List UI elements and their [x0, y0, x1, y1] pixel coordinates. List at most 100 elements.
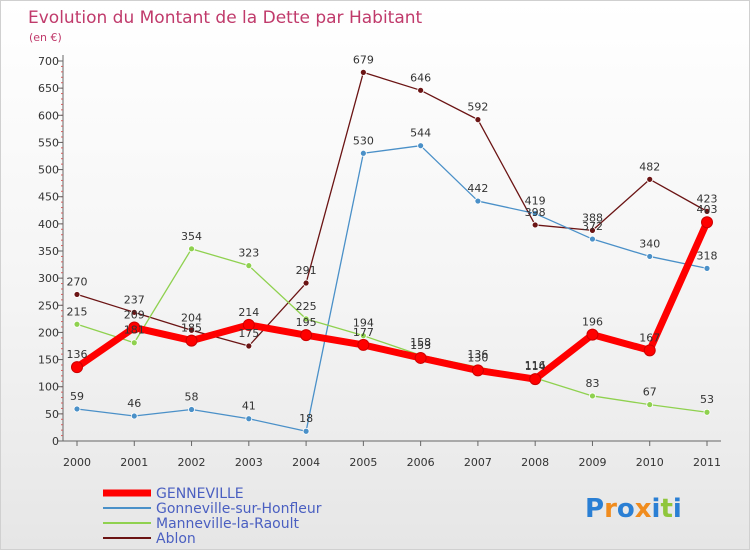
data-label-manneville-la-raoult: 53 — [700, 393, 714, 406]
data-point-manneville-la-raoult — [589, 392, 596, 400]
data-label-ablon: 270 — [67, 275, 88, 288]
data-point-ablon — [73, 291, 81, 298]
data-point-genneville — [71, 361, 83, 374]
data-label-manneville-la-raoult: 354 — [181, 230, 202, 243]
data-point-gonneville-sur-honfleur — [359, 149, 367, 157]
data-label-manneville-la-raoult: 136 — [467, 348, 488, 361]
data-label-genneville: 114 — [525, 360, 546, 373]
data-point-manneville-la-raoult — [646, 401, 654, 409]
x-tick-label: 2000 — [63, 456, 91, 469]
logo-letter: o — [617, 494, 635, 524]
data-label-manneville-la-raoult: 215 — [67, 305, 88, 318]
y-tick-label: 500 — [38, 164, 59, 177]
y-tick-label: 350 — [38, 245, 59, 258]
data-label-manneville-la-raoult: 116 — [525, 359, 546, 372]
y-tick-label: 450 — [38, 191, 59, 204]
data-label-ablon: 291 — [296, 264, 317, 277]
chart-title: Evolution du Montant de la Dette par Hab… — [28, 8, 423, 28]
logo-letter: t — [660, 494, 672, 524]
data-point-manneville-la-raoult — [302, 315, 310, 323]
data-label-ablon: 679 — [353, 53, 374, 66]
data-label-manneville-la-raoult: 181 — [124, 324, 145, 337]
data-point-ablon — [531, 221, 539, 229]
data-label-gonneville-sur-honfleur: 46 — [127, 397, 141, 410]
data-point-gonneville-sur-honfleur — [531, 210, 539, 217]
y-tick-label: 600 — [38, 109, 59, 122]
data-label-gonneville-sur-honfleur: 442 — [467, 182, 488, 195]
logo-letter: x — [635, 494, 652, 524]
series-layer — [71, 69, 713, 435]
y-tick-label: 400 — [38, 218, 59, 231]
data-point-ablon — [245, 342, 253, 350]
data-label-genneville: 177 — [353, 326, 374, 339]
data-label-genneville: 167 — [639, 331, 660, 344]
data-point-manneville-la-raoult — [73, 320, 81, 328]
chart-subtitle: (en €) — [29, 31, 62, 44]
data-point-ablon — [703, 207, 711, 215]
y-tick-label: 0 — [52, 435, 59, 448]
data-label-gonneville-sur-honfleur: 340 — [639, 237, 660, 250]
data-point-ablon — [417, 86, 425, 94]
legend-label-genneville: GENNEVILLE — [156, 486, 244, 502]
data-label-ablon: 482 — [639, 160, 660, 173]
y-tick-label: 200 — [38, 326, 59, 339]
data-point-manneville-la-raoult — [130, 339, 138, 347]
data-label-gonneville-sur-honfleur: 18 — [299, 412, 313, 425]
data-label-genneville: 195 — [296, 316, 317, 329]
data-point-ablon — [130, 308, 138, 316]
x-tick-label: 2001 — [120, 456, 148, 469]
data-point-manneville-la-raoult — [245, 262, 253, 270]
data-label-manneville-la-raoult: 158 — [410, 336, 431, 349]
data-point-gonneville-sur-honfleur — [474, 197, 482, 205]
data-label-ablon: 204 — [181, 311, 202, 324]
data-point-gonneville-sur-honfleur — [417, 142, 425, 150]
data-label-ablon: 237 — [124, 293, 145, 306]
data-label-ablon: 592 — [467, 101, 488, 114]
data-point-manneville-la-raoult — [188, 245, 195, 253]
data-point-genneville — [414, 351, 427, 364]
data-label-gonneville-sur-honfleur: 41 — [242, 400, 256, 413]
x-tick-label: 2002 — [178, 456, 206, 469]
y-tick-label: 300 — [38, 272, 59, 285]
y-tick-label: 100 — [38, 381, 59, 394]
data-point-ablon — [188, 326, 195, 334]
data-point-gonneville-sur-honfleur — [73, 405, 81, 413]
x-tick-label: 2005 — [349, 456, 377, 469]
data-label-ablon: 388 — [582, 211, 603, 224]
data-label-gonneville-sur-honfleur: 58 — [185, 391, 199, 404]
data-point-gonneville-sur-honfleur — [589, 235, 596, 243]
legend: GENNEVILLEGonneville-sur-HonfleurMannevi… — [103, 486, 322, 547]
y-tick-label: 650 — [38, 82, 59, 95]
data-point-genneville — [128, 321, 141, 334]
data-point-gonneville-sur-honfleur — [703, 264, 711, 272]
data-point-gonneville-sur-honfleur — [646, 253, 654, 260]
data-point-ablon — [646, 175, 654, 183]
y-tick-label: 700 — [38, 55, 59, 68]
series-line-manneville-la-raoult — [76, 248, 708, 413]
data-point-ablon — [359, 69, 367, 76]
data-label-genneville: 209 — [124, 309, 145, 322]
data-point-gonneville-sur-honfleur — [245, 415, 253, 423]
data-point-gonneville-sur-honfleur — [302, 427, 310, 435]
data-label-ablon: 423 — [697, 192, 718, 205]
data-point-ablon — [474, 116, 482, 124]
data-label-gonneville-sur-honfleur: 372 — [582, 220, 603, 233]
x-tick-label: 2004 — [292, 456, 320, 469]
data-point-gonneville-sur-honfleur — [130, 412, 138, 420]
data-label-manneville-la-raoult: 225 — [296, 300, 317, 313]
axes: 0 50 100 150 200 250 300 350 400 450 500 550 600 650 7… — [38, 55, 721, 469]
data-point-ablon — [589, 226, 596, 234]
x-tick-label: 2010 — [636, 456, 664, 469]
x-tick-label: 2009 — [578, 456, 606, 469]
data-label-gonneville-sur-honfleur: 318 — [697, 249, 718, 262]
x-tick-label: 2007 — [464, 456, 492, 469]
data-label-genneville: 196 — [582, 316, 603, 329]
x-tick-label: 2006 — [407, 456, 435, 469]
data-label-gonneville-sur-honfleur: 59 — [70, 390, 84, 403]
series-line-gonneville-sur-honfleur — [76, 145, 708, 432]
x-tick-label: 2008 — [521, 456, 549, 469]
y-tick-label: 250 — [38, 299, 59, 312]
data-point-genneville — [701, 216, 713, 229]
